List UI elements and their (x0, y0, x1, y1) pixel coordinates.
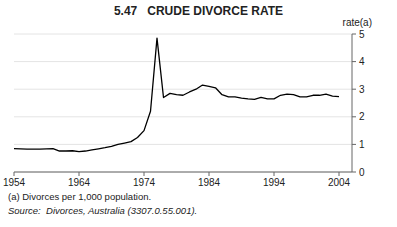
y-axis (352, 34, 353, 172)
x-tick-label: 1994 (263, 177, 286, 188)
y-tick (352, 172, 356, 173)
x-tick-label: 1954 (3, 177, 26, 188)
y-axis-label: rate(a) (343, 17, 372, 28)
y-tick-label: 4 (359, 56, 365, 67)
x-tick-label: 1974 (133, 177, 156, 188)
y-tick-label: 0 (359, 167, 365, 178)
y-tick-label: 1 (359, 139, 365, 150)
x-tick-label: 2004 (328, 177, 351, 188)
title: 5.47 CRUDE DIVORCE RATE (114, 4, 283, 18)
x-tick (14, 172, 15, 176)
y-tick (352, 144, 356, 145)
y-tick-label: 3 (359, 84, 365, 95)
grid-line (14, 61, 352, 62)
y-tick (352, 89, 356, 90)
x-tick (144, 172, 145, 176)
grid-line (14, 172, 352, 173)
grid-line (14, 144, 352, 145)
x-axis (14, 172, 352, 173)
x-tick (274, 172, 275, 176)
x-tick-label: 1984 (198, 177, 221, 188)
grid-line (14, 34, 352, 35)
y-tick-label: 5 (359, 29, 365, 40)
y-tick (352, 116, 356, 117)
x-tick (209, 172, 210, 176)
y-tick-label: 2 (359, 111, 365, 122)
line (14, 38, 339, 151)
grid-line (14, 116, 352, 117)
x-tick (339, 172, 340, 176)
chart: 5.47 CRUDE DIVORCE RATE 0 1 2 3 4 5rate(a) 1954… (0, 0, 397, 227)
y-tick (352, 61, 356, 62)
grid-line (14, 89, 352, 90)
x-tick-label: 1964 (68, 177, 91, 188)
plot-area (14, 38, 339, 151)
y-tick (352, 34, 356, 35)
footnote: Source: Divorces, Australia (3307.0.55.0… (8, 205, 197, 216)
x-tick (79, 172, 80, 176)
footnote: (a) Divorces per 1,000 population. (8, 191, 151, 202)
